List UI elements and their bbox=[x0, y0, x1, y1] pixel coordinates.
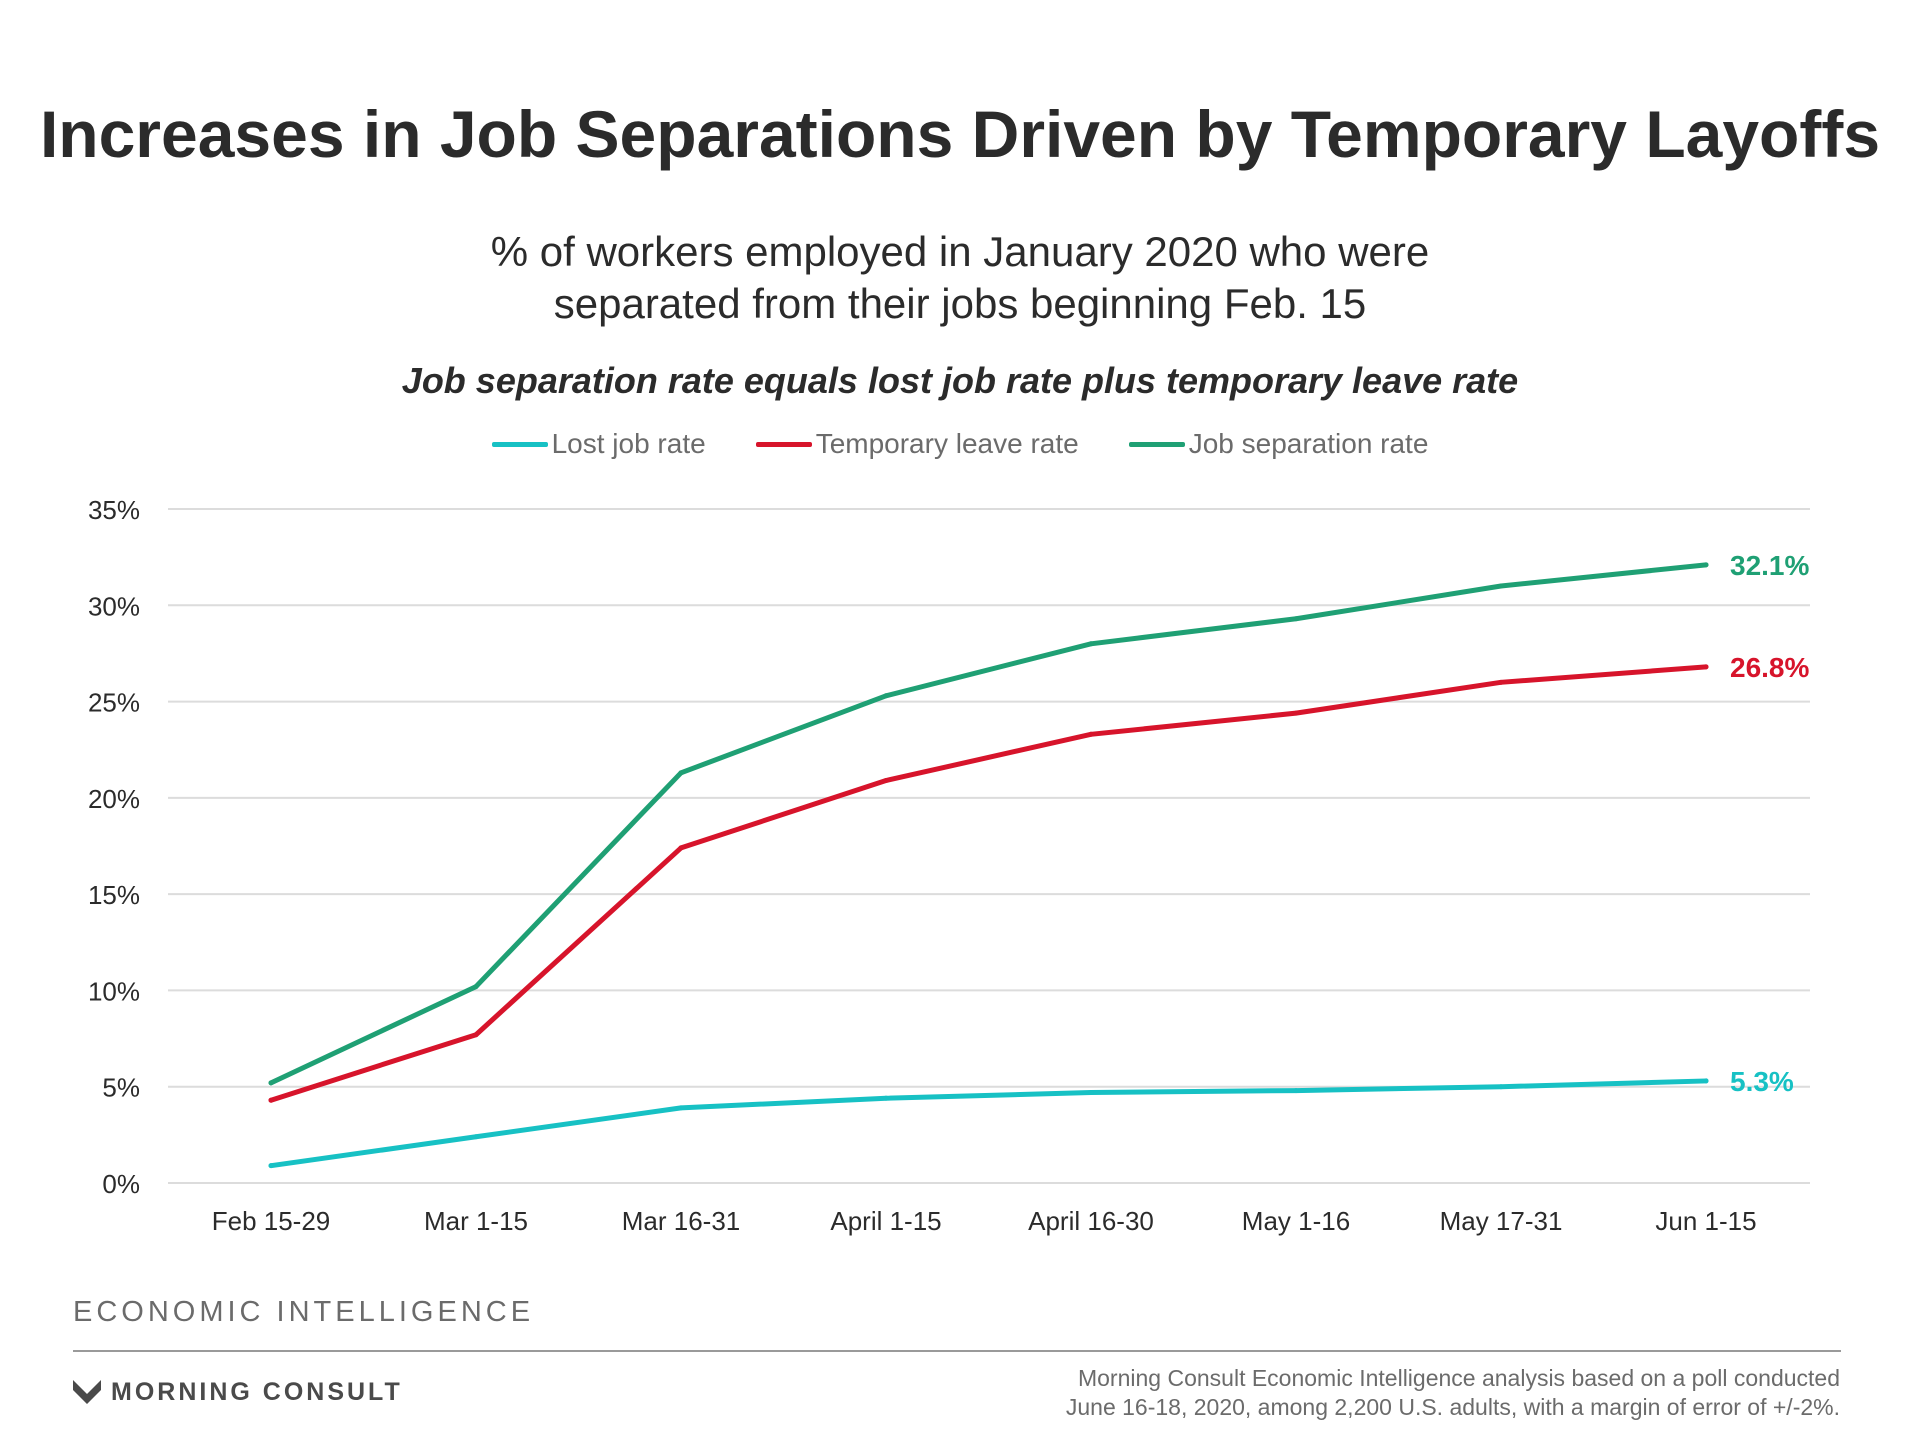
data-point bbox=[883, 778, 889, 784]
x-tick-label: May 17-31 bbox=[1440, 1206, 1563, 1236]
x-tick-label: Feb 15-29 bbox=[212, 1206, 331, 1236]
x-tick-label: Mar 16-31 bbox=[622, 1206, 741, 1236]
data-point bbox=[1293, 1088, 1299, 1094]
data-point bbox=[1703, 664, 1709, 670]
source-line-2: June 16-18, 2020, among 2,200 U.S. adult… bbox=[1065, 1394, 1840, 1420]
data-point bbox=[678, 770, 684, 776]
y-tick-label: 25% bbox=[88, 688, 140, 718]
data-point bbox=[883, 1095, 889, 1101]
legend-item-temporary-leave: Temporary leave rate bbox=[755, 428, 1079, 460]
series-line bbox=[268, 1078, 1709, 1169]
data-point bbox=[1293, 616, 1299, 622]
x-tick-label: Mar 1-15 bbox=[424, 1206, 528, 1236]
footer-divider bbox=[73, 1350, 1841, 1352]
data-point bbox=[1498, 679, 1504, 685]
data-point bbox=[473, 1134, 479, 1140]
chart-title: Increases in Job Separations Driven by T… bbox=[39, 97, 1881, 171]
logo-text: MORNING CONSULT bbox=[111, 1378, 403, 1406]
series-end-label: 32.1% bbox=[1730, 550, 1809, 581]
data-point bbox=[1088, 1089, 1094, 1095]
legend-label-lost-job: Lost job rate bbox=[551, 428, 706, 459]
y-tick-label: 0% bbox=[102, 1169, 140, 1199]
data-point bbox=[678, 1105, 684, 1111]
series-line bbox=[268, 562, 1709, 1086]
y-tick-label: 10% bbox=[88, 976, 140, 1006]
y-tick-label: 5% bbox=[102, 1073, 140, 1103]
legend-label-job-separation: Job separation rate bbox=[1188, 428, 1429, 459]
data-point bbox=[268, 1080, 274, 1086]
data-point bbox=[678, 845, 684, 851]
data-point bbox=[473, 984, 479, 990]
y-tick-label: 15% bbox=[88, 880, 140, 910]
x-tick-label: April 1-15 bbox=[830, 1206, 941, 1236]
x-tick-label: May 1-16 bbox=[1242, 1206, 1350, 1236]
series-line bbox=[268, 664, 1709, 1103]
data-point bbox=[473, 1032, 479, 1038]
chart-subtitle: % of workers employed in January 2020 wh… bbox=[0, 226, 1920, 330]
data-point bbox=[1703, 562, 1709, 568]
legend-swatch-lost-job bbox=[491, 441, 548, 447]
data-point bbox=[1293, 710, 1299, 716]
data-point bbox=[1498, 583, 1504, 589]
data-point bbox=[1088, 641, 1094, 647]
x-tick-label: Jun 1-15 bbox=[1655, 1206, 1756, 1236]
legend-swatch-job-separation bbox=[1128, 441, 1185, 447]
source-line-1: Morning Consult Economic Intelligence an… bbox=[1077, 1365, 1840, 1391]
morning-consult-logo: MORNING CONSULT bbox=[73, 1378, 403, 1407]
data-point bbox=[883, 693, 889, 699]
data-point bbox=[1703, 1078, 1709, 1084]
legend-swatch-temporary-leave bbox=[755, 441, 812, 447]
series-end-label: 5.3% bbox=[1730, 1066, 1794, 1097]
legend-item-lost-job: Lost job rate bbox=[491, 428, 706, 460]
series-end-label: 26.8% bbox=[1730, 652, 1809, 683]
chart-note: Job separation rate equals lost job rate… bbox=[401, 360, 1519, 401]
footer-section-label: ECONOMIC INTELLIGENCE bbox=[73, 1296, 535, 1328]
y-tick-label: 20% bbox=[88, 784, 140, 814]
y-tick-label: 35% bbox=[88, 495, 140, 525]
data-point bbox=[268, 1097, 274, 1103]
subtitle-line-1: % of workers employed in January 2020 wh… bbox=[490, 228, 1430, 275]
data-point bbox=[1088, 731, 1094, 737]
data-point bbox=[1498, 1084, 1504, 1090]
x-tick-label: April 16-30 bbox=[1028, 1206, 1154, 1236]
source-note: Morning Consult Economic Intelligence an… bbox=[940, 1364, 1840, 1422]
legend-item-job-separation: Job separation rate bbox=[1128, 428, 1429, 460]
legend-label-temporary-leave: Temporary leave rate bbox=[815, 428, 1079, 459]
y-tick-label: 30% bbox=[88, 591, 140, 621]
chart-legend: Lost job rate Temporary leave rate Job s… bbox=[0, 428, 1920, 460]
subtitle-line-2: separated from their jobs beginning Feb.… bbox=[553, 280, 1367, 327]
logo-mark-icon bbox=[73, 1379, 101, 1404]
data-point bbox=[268, 1163, 274, 1169]
